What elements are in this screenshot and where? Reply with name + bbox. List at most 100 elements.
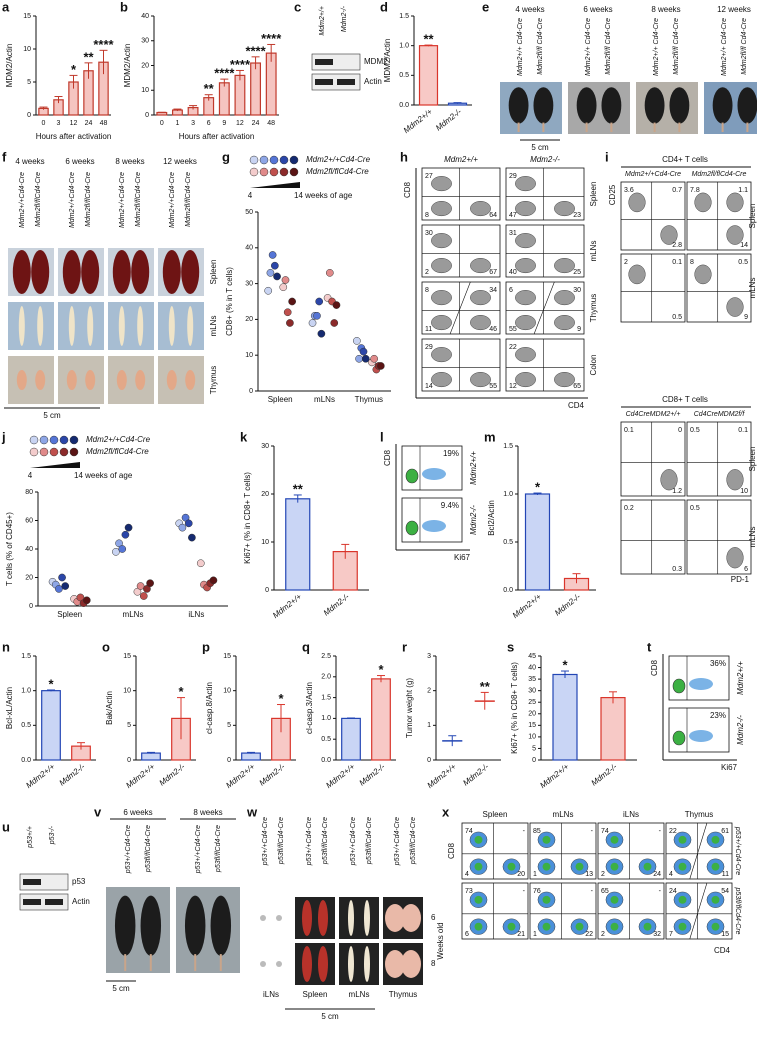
- cell-population: [422, 520, 446, 532]
- legend-swatch: [249, 155, 259, 165]
- flow-plot: [597, 822, 665, 880]
- quadrant-value: 22: [585, 931, 593, 938]
- flow-plot: [421, 338, 501, 392]
- quadrant-value: 0.1: [738, 427, 748, 434]
- organ: [131, 250, 150, 294]
- quadrant-value: 29: [509, 173, 517, 180]
- panel-label: f: [2, 149, 7, 164]
- y-tick-label: 45: [528, 653, 536, 660]
- bar: [552, 673, 578, 761]
- cell-population-core: [542, 835, 551, 844]
- significance: **: [480, 679, 491, 694]
- quadrant-value: 24: [669, 888, 677, 895]
- genotype-label: p53fl/flCd4-Cre: [145, 825, 152, 873]
- quadrant-value: 0.1: [624, 427, 634, 434]
- organ: [118, 306, 125, 346]
- quadrant-value: 7: [669, 931, 673, 938]
- photo: [339, 943, 379, 985]
- row-label: mLNs: [748, 278, 757, 299]
- y-tick-label: 5: [227, 722, 231, 729]
- significance: *: [278, 691, 284, 706]
- y-tick-label: 5: [27, 79, 31, 86]
- significance: ****: [93, 37, 114, 52]
- blot-strip: [311, 73, 361, 91]
- quadrant-value: 20: [517, 871, 525, 878]
- cell-population-core: [474, 862, 483, 871]
- organ: [62, 250, 81, 294]
- y-tick-label: 30: [245, 280, 253, 287]
- organ: [168, 306, 175, 346]
- data-point: [121, 530, 130, 539]
- panel-label: a: [2, 0, 10, 14]
- panel-label: i: [605, 149, 609, 164]
- cell-population-core: [643, 922, 652, 931]
- cell-population: [470, 372, 491, 388]
- percent: 36%: [710, 659, 726, 668]
- cell-population: [431, 176, 452, 192]
- quadrant-value: -: [659, 888, 662, 895]
- bar: [234, 74, 246, 116]
- organ: [318, 946, 328, 982]
- age-wedge: [250, 182, 300, 188]
- cell-population: [554, 201, 575, 217]
- x-axis-label: CD4: [568, 401, 585, 410]
- data-point: [264, 286, 273, 295]
- quadrant-value: 1.1: [738, 187, 748, 194]
- band: [45, 899, 63, 905]
- organ: [181, 250, 200, 294]
- quadrant-value: 0.3: [672, 566, 682, 573]
- band: [23, 899, 41, 905]
- quadrant-value: 32: [653, 931, 661, 938]
- data-point: [332, 301, 341, 309]
- category-label: Spleen: [268, 395, 293, 404]
- band: [23, 879, 41, 885]
- y-tick-label: 1.5: [503, 443, 513, 450]
- category-label: 1: [175, 120, 179, 127]
- genotype-label: p53fl/flCd4-Cre: [215, 825, 222, 873]
- group-title: 6 weeks: [65, 157, 94, 166]
- organ: [85, 370, 96, 390]
- data-point: [136, 582, 145, 590]
- significance: **: [204, 81, 215, 96]
- quadrant-value: 10: [740, 488, 748, 495]
- genotype-label: Mdm2fl/flCd4-Cre: [135, 172, 142, 227]
- y-tick-label: 1.0: [21, 688, 31, 695]
- panel-label: r: [402, 639, 407, 654]
- genotype-label: Mdm2-/-: [736, 715, 745, 745]
- category-label: 6: [207, 120, 211, 127]
- cell-population: [422, 468, 446, 480]
- quadrant-value: 0.5: [690, 505, 700, 512]
- cell-population-core: [711, 922, 720, 931]
- x-axis-label: Ki67: [721, 763, 738, 772]
- significance: *: [378, 662, 384, 677]
- data-point: [273, 272, 281, 281]
- category-label: Mdm2-/-: [553, 592, 582, 618]
- genotype-label: Mdm2+/+ Cd4-Cre: [585, 18, 592, 76]
- y-tick-label: 10: [245, 352, 253, 359]
- quadrant-value: 0.2: [624, 505, 634, 512]
- panel-label: d: [380, 0, 388, 14]
- data-point: [361, 354, 370, 363]
- organ: [35, 370, 46, 390]
- row-label: mLNs: [748, 527, 757, 548]
- photo: [251, 943, 291, 985]
- quadrant-value: -: [591, 828, 594, 835]
- quadrant-value: 24: [653, 871, 661, 878]
- lane-label: Mdm2-/-: [341, 5, 348, 32]
- cell-population-core: [474, 835, 483, 844]
- organ: [401, 950, 421, 978]
- organ: [401, 904, 421, 932]
- cell-population: [660, 225, 678, 245]
- genotype-label: Mdm2+/+Cd4-Cre: [19, 172, 26, 228]
- organ: [276, 915, 282, 921]
- row-label: Colon: [589, 355, 598, 376]
- band-label: Actin: [72, 897, 90, 906]
- data-point: [308, 319, 317, 327]
- quadrant-value: 30: [425, 230, 433, 237]
- genotype-label: Mdm2+/+ Cd4-Cre: [653, 18, 660, 76]
- quadrant-value: 85: [533, 828, 541, 835]
- quadrant-value: 0.5: [738, 259, 748, 266]
- flow-plot: [597, 882, 665, 940]
- y-tick-label: 80: [25, 489, 33, 496]
- genotype-label: Mdm2fl/flCd4-Cre: [185, 172, 192, 227]
